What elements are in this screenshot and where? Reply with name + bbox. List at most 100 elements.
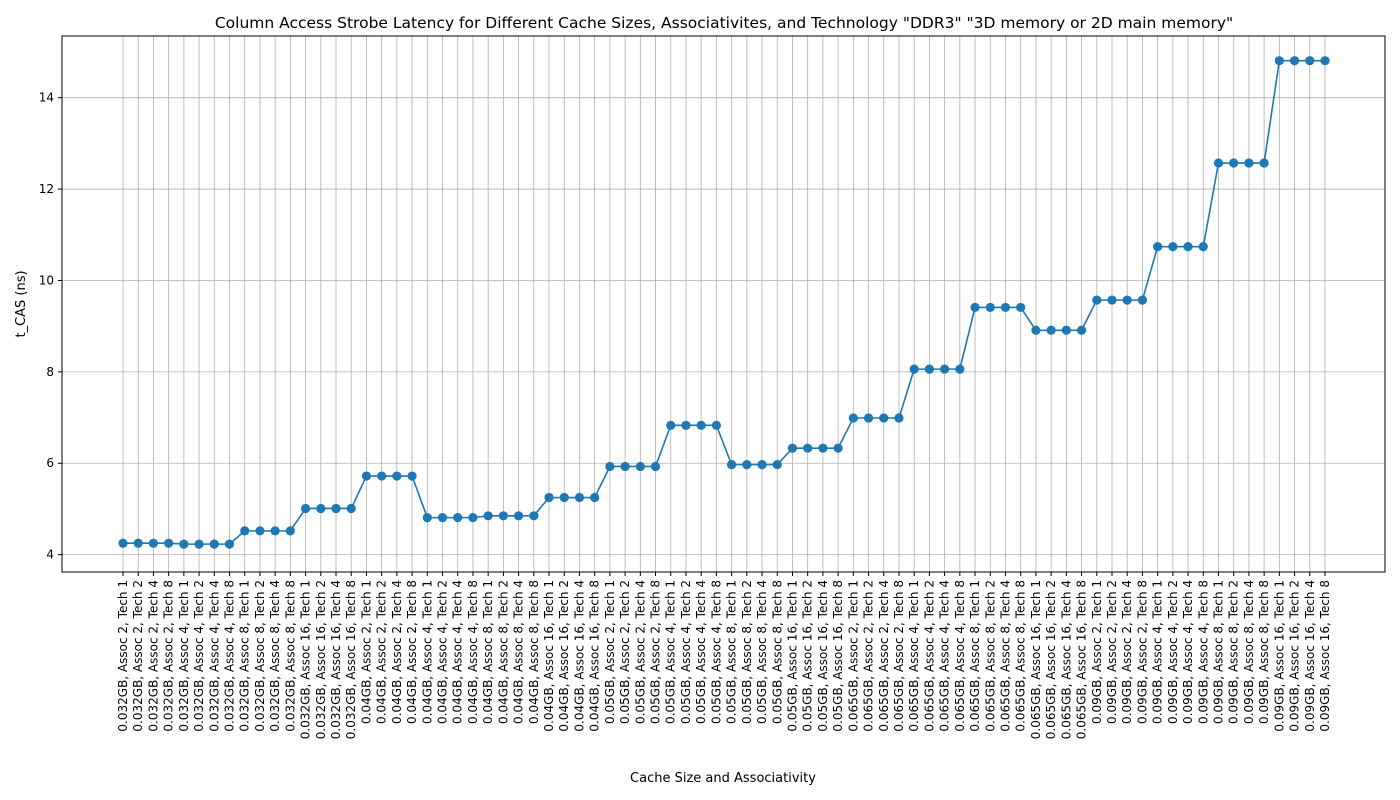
x-tick-label: 0.04GB, Assoc 16, Tech 4: [572, 580, 586, 732]
x-tick-label: 0.05GB, Assoc 16, Tech 4: [816, 580, 830, 732]
x-tick-label: 0.09GB, Assoc 2, Tech 2: [1105, 580, 1119, 724]
x-tick-label: 0.032GB, Assoc 8, Tech 4: [268, 580, 282, 732]
y-tick-label: 4: [46, 548, 54, 562]
x-tick-label: 0.032GB, Assoc 2, Tech 2: [131, 580, 145, 732]
x-tick-label: 0.04GB, Assoc 4, Tech 4: [451, 580, 465, 724]
data-point: [711, 420, 721, 430]
data-point: [270, 526, 280, 536]
y-tick-label: 14: [39, 91, 54, 105]
x-tick-label: 0.065GB, Assoc 4, Tech 8: [953, 580, 967, 732]
data-point: [559, 492, 569, 503]
x-tick-label: 0.065GB, Assoc 16, Tech 8: [1075, 580, 1089, 739]
data-point: [1107, 295, 1117, 305]
x-tick-label: 0.09GB, Assoc 8, Tech 4: [1242, 580, 1256, 724]
x-tick-label: 0.09GB, Assoc 8, Tech 1: [1211, 580, 1225, 724]
plot-area: [61, 35, 1386, 573]
x-tick-label: 0.05GB, Assoc 8, Tech 4: [755, 580, 769, 724]
data-point: [1213, 158, 1224, 168]
data-point: [1183, 242, 1193, 252]
x-tick-label: 0.05GB, Assoc 2, Tech 1: [603, 580, 617, 724]
y-tick-label: 8: [46, 365, 54, 379]
x-tick-label: 0.04GB, Assoc 16, Tech 1: [542, 580, 556, 732]
x-tick-label: 0.032GB, Assoc 2, Tech 1: [116, 580, 130, 732]
data-point: [179, 539, 189, 549]
data-point: [483, 511, 493, 521]
data-point: [818, 443, 828, 453]
data-point: [985, 302, 995, 313]
x-tick-label: 0.09GB, Assoc 4, Tech 2: [1166, 580, 1180, 724]
data-point: [970, 302, 980, 313]
data-point: [285, 526, 295, 536]
data-point: [346, 503, 356, 514]
x-tick-label: 0.065GB, Assoc 2, Tech 8: [892, 580, 906, 732]
x-tick-label: 0.05GB, Assoc 16, Tech 8: [831, 580, 845, 732]
data-point: [453, 513, 463, 523]
x-tick-label: 0.09GB, Assoc 16, Tech 8: [1318, 580, 1332, 732]
data-point: [696, 420, 706, 430]
x-tick-label: 0.032GB, Assoc 4, Tech 2: [192, 580, 206, 732]
data-point: [940, 364, 950, 374]
x-tick-label: 0.05GB, Assoc 2, Tech 8: [649, 580, 663, 724]
data-point: [164, 538, 174, 548]
data-point: [742, 460, 752, 470]
data-point: [392, 471, 402, 481]
x-tick-label: 0.065GB, Assoc 2, Tech 1: [846, 580, 860, 732]
x-tick-label: 0.065GB, Assoc 8, Tech 8: [1014, 580, 1028, 732]
y-tick-label: 10: [39, 273, 54, 287]
x-axis-label: Cache Size and Associativity: [630, 771, 816, 786]
data-point: [1289, 56, 1300, 66]
x-tick-label: 0.032GB, Assoc 16, Tech 8: [344, 580, 358, 739]
data-point: [1320, 56, 1330, 66]
data-point: [833, 443, 843, 453]
data-point: [1137, 295, 1148, 305]
data-point: [1274, 56, 1284, 66]
x-tick-label: 0.065GB, Assoc 16, Tech 1: [1029, 580, 1043, 739]
data-point: [118, 538, 128, 548]
x-tick-label: 0.09GB, Assoc 8, Tech 2: [1227, 580, 1241, 724]
data-point: [437, 513, 448, 523]
data-point: [1244, 158, 1254, 168]
x-tick-label: 0.032GB, Assoc 2, Tech 4: [146, 580, 160, 732]
data-point: [300, 503, 311, 514]
x-tick-label: 0.032GB, Assoc 8, Tech 1: [238, 580, 252, 732]
x-tick-label: 0.04GB, Assoc 2, Tech 8: [405, 580, 419, 724]
data-series: [118, 56, 1330, 549]
x-tick-label: 0.09GB, Assoc 4, Tech 8: [1196, 580, 1210, 724]
data-point: [1198, 242, 1208, 252]
x-tick-label: 0.09GB, Assoc 2, Tech 8: [1135, 580, 1149, 724]
data-point: [209, 539, 219, 549]
data-point: [863, 413, 874, 423]
x-tick-label: 0.04GB, Assoc 8, Tech 1: [481, 580, 495, 724]
x-tick-label: 0.09GB, Assoc 16, Tech 2: [1288, 580, 1302, 732]
x-tick-label: 0.05GB, Assoc 2, Tech 2: [618, 580, 632, 724]
x-tick-label: 0.09GB, Assoc 2, Tech 4: [1120, 580, 1134, 724]
data-point: [1000, 302, 1011, 313]
x-tick-label: 0.032GB, Assoc 8, Tech 8: [283, 580, 297, 732]
data-point: [1229, 158, 1239, 168]
x-tick-label: 0.04GB, Assoc 8, Tech 8: [527, 580, 541, 724]
x-tick-label: 0.04GB, Assoc 4, Tech 8: [466, 580, 480, 724]
data-point: [848, 413, 858, 423]
data-point: [1168, 242, 1178, 252]
data-point: [331, 503, 341, 514]
data-point: [148, 538, 159, 548]
x-axis: 0.032GB, Assoc 2, Tech 1 0.032GB, Assoc 2…: [116, 572, 1332, 739]
x-tick-label: 0.032GB, Assoc 16, Tech 2: [314, 580, 328, 739]
data-point: [620, 461, 630, 472]
x-tick-label: 0.09GB, Assoc 4, Tech 1: [1151, 580, 1165, 724]
data-point: [727, 460, 737, 470]
x-tick-label: 0.05GB, Assoc 4, Tech 1: [664, 580, 678, 724]
data-point: [803, 443, 813, 453]
data-point: [1031, 325, 1041, 335]
data-point: [224, 539, 235, 549]
data-point: [1092, 295, 1102, 305]
x-tick-label: 0.065GB, Assoc 16, Tech 2: [1044, 580, 1058, 739]
data-point: [681, 420, 691, 430]
data-point: [468, 513, 478, 523]
data-point: [605, 461, 615, 472]
data-point: [1016, 302, 1026, 313]
x-tick-label: 0.065GB, Assoc 2, Tech 2: [862, 580, 876, 732]
y-axis: 4 6 8 10 12 14: [39, 91, 62, 562]
x-tick-label: 0.032GB, Assoc 16, Tech 4: [329, 580, 343, 739]
